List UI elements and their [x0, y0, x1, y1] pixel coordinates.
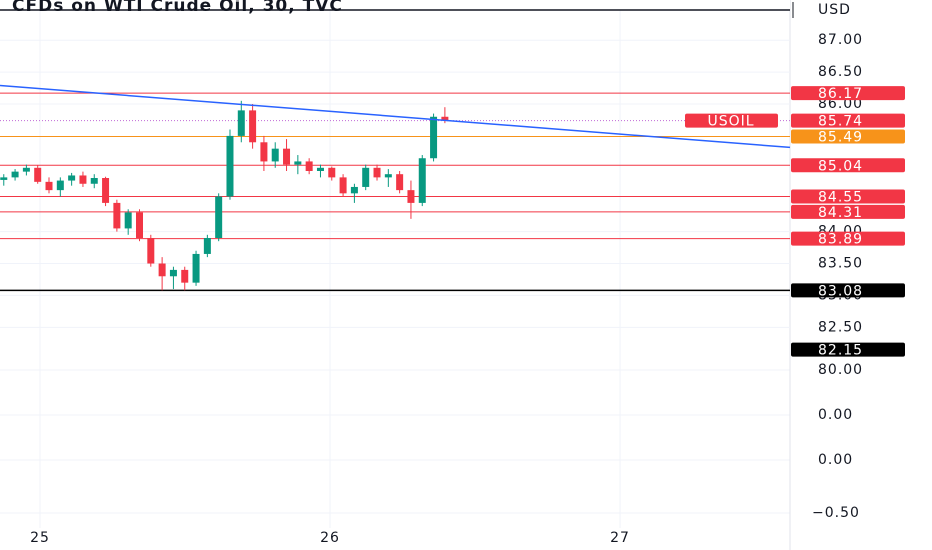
price-label: 82.15 [818, 343, 863, 359]
candle-body [249, 110, 257, 143]
price-label: 85.04 [818, 158, 863, 174]
y-tick-label: 86.50 [818, 64, 863, 80]
x-tick-label: 26 [320, 530, 340, 546]
price-label-box [791, 231, 905, 246]
candle-body [45, 181, 53, 191]
candle-body [339, 177, 347, 194]
candle-body [316, 167, 324, 171]
candle-body [0, 177, 8, 180]
candle-body [203, 237, 211, 254]
price-label: 83.89 [818, 232, 863, 248]
price-label: 83.08 [818, 283, 863, 299]
candle-body [90, 178, 98, 184]
price-label: 84.55 [818, 190, 863, 206]
y-tick-label: 0.00 [818, 452, 853, 468]
y-tick-label: −0.50 [812, 505, 860, 521]
trendline [0, 84, 791, 149]
candle-body [373, 167, 381, 178]
candle-body [350, 186, 358, 194]
symbol-label: USOIL [707, 114, 754, 130]
candle-body [407, 190, 415, 203]
candle-body [215, 196, 223, 238]
candle-body [237, 110, 245, 136]
chart-title: CFDs on WTI Crude Oil, 30, TVC [12, 0, 343, 16]
price-label-box [791, 86, 905, 101]
candle-body [124, 212, 132, 229]
title-bg [0, 0, 790, 10]
candle-body [56, 180, 64, 191]
candle-body [147, 237, 155, 264]
candle-body [68, 175, 76, 181]
candle-body [362, 167, 370, 187]
price-label: 86.17 [818, 86, 863, 102]
candle-body [328, 167, 336, 178]
currency-label: USD [818, 2, 851, 18]
candle-body [294, 161, 302, 165]
candle-body [305, 161, 313, 171]
symbol-label-box [685, 113, 778, 128]
candle-body [430, 116, 438, 159]
price-label-box [791, 204, 905, 219]
candle-body [260, 142, 268, 162]
candle-body [79, 175, 87, 184]
y-tick-label: 0.00 [818, 407, 853, 423]
price-label-box [791, 283, 905, 298]
candle-body [226, 135, 234, 197]
candle-body [384, 174, 392, 178]
x-tick-label: 27 [610, 530, 630, 546]
candle-body [396, 174, 404, 191]
candle-body [158, 263, 166, 277]
price-label-box [791, 342, 905, 357]
y-tick-label: 87.00 [818, 32, 863, 48]
candle-body [271, 148, 279, 162]
price-label: 85.74 [818, 114, 863, 130]
price-label-box [791, 189, 905, 204]
candle-body [102, 178, 110, 203]
candle-body [441, 116, 449, 121]
candle-body [135, 212, 143, 238]
price-label-box [791, 113, 905, 128]
y-tick-label: 80.00 [818, 362, 863, 378]
candle-body [113, 202, 121, 229]
x-tick-label: 25 [30, 530, 50, 546]
y-tick-label: 82.50 [818, 319, 863, 335]
candle-body [22, 167, 30, 172]
candle-body [181, 269, 189, 283]
candle-body [34, 167, 42, 182]
candle-body [169, 269, 177, 277]
candle-body [11, 171, 19, 178]
price-label-box [791, 129, 905, 144]
price-label-box [791, 158, 905, 173]
price-label: 84.31 [818, 205, 863, 221]
candle-body [283, 148, 291, 165]
y-tick-label: 83.50 [818, 256, 863, 272]
candle-body [192, 253, 200, 283]
price-label: 85.49 [818, 130, 863, 146]
candle-body [418, 158, 426, 203]
